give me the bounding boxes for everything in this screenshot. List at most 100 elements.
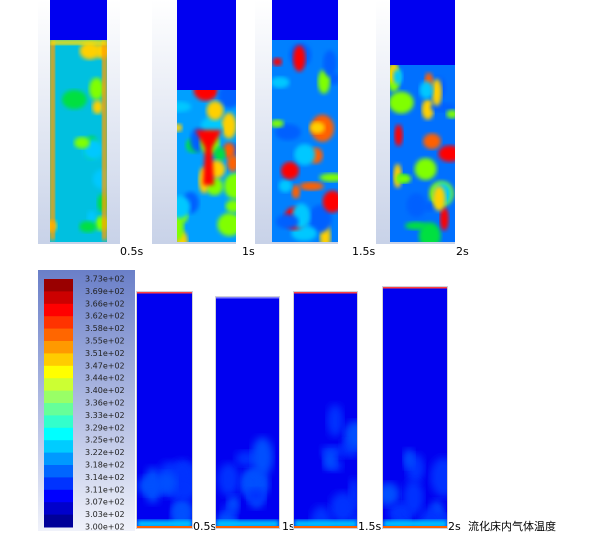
plume-blob bbox=[344, 421, 357, 449]
bottom-warm bbox=[294, 520, 357, 528]
bed-blob bbox=[223, 172, 236, 200]
bed-blob bbox=[221, 112, 236, 139]
colorbar-label: 3.14e+02 bbox=[85, 473, 125, 482]
colorbar-swatch bbox=[44, 415, 73, 429]
bed-blob bbox=[404, 221, 428, 230]
colorbar-label: 3.44e+02 bbox=[85, 374, 125, 383]
colorbar-swatch bbox=[44, 502, 73, 516]
bed-blob bbox=[61, 89, 87, 110]
wall-hot bbox=[50, 40, 55, 240]
colorbar-swatch bbox=[44, 477, 73, 491]
bottom-hot bbox=[383, 526, 447, 528]
bed-blob bbox=[414, 158, 437, 181]
bottom-hot bbox=[216, 526, 279, 528]
bed-blob bbox=[317, 69, 331, 94]
colorbar-label: 3.07e+02 bbox=[85, 498, 125, 507]
time-label: 0.5s bbox=[193, 520, 216, 533]
bed-blob bbox=[272, 119, 284, 128]
bed-blob bbox=[272, 57, 283, 66]
colorbar-swatch bbox=[44, 452, 73, 466]
panel-plume bbox=[294, 404, 357, 528]
plume-blob bbox=[348, 477, 357, 511]
colorbar-label: 3.55e+02 bbox=[85, 337, 125, 346]
colorbar-swatch bbox=[44, 291, 73, 305]
colorbar-label: 3.66e+02 bbox=[85, 299, 125, 308]
colorbar-label: 3.40e+02 bbox=[85, 386, 125, 395]
top-edge bbox=[137, 292, 192, 294]
time-label: 1s bbox=[242, 245, 255, 258]
time-label: 2s bbox=[448, 520, 461, 533]
colorbar-label: 3.62e+02 bbox=[85, 312, 125, 321]
panel-bed bbox=[390, 65, 455, 242]
bed-blob bbox=[438, 145, 455, 162]
bed-blob bbox=[322, 190, 338, 213]
colorbar-label: 3.22e+02 bbox=[85, 448, 125, 457]
bed-blob bbox=[293, 45, 306, 72]
bed-blob bbox=[217, 212, 236, 237]
colorbar-swatch bbox=[44, 514, 73, 528]
bed-blob bbox=[432, 185, 446, 212]
bed-blob bbox=[319, 173, 338, 182]
bed-blob bbox=[222, 142, 236, 159]
colorbar-swatch bbox=[44, 440, 73, 454]
top-hot bbox=[50, 40, 107, 45]
bed-blob bbox=[275, 123, 302, 141]
bed-blob bbox=[177, 195, 191, 219]
caption: 流化床内气体温度 bbox=[468, 519, 556, 533]
panel-gas bbox=[294, 292, 357, 528]
bed-blob bbox=[278, 179, 293, 193]
colorbar-label: 3.33e+02 bbox=[85, 411, 125, 420]
time-label: 2s bbox=[456, 245, 469, 258]
bed-blob bbox=[323, 50, 337, 77]
bed-blob bbox=[79, 221, 97, 233]
plume-blob bbox=[403, 479, 424, 516]
bed-blob bbox=[390, 91, 414, 114]
colorbar-swatch bbox=[44, 465, 73, 478]
colorbar-label: 3.69e+02 bbox=[85, 287, 125, 296]
time-label: 0.5s bbox=[120, 245, 143, 258]
bed-blob bbox=[74, 136, 90, 149]
colorbar-label: 3.11e+02 bbox=[85, 485, 125, 494]
plume-blob bbox=[217, 462, 240, 496]
colorbar-swatch bbox=[44, 427, 73, 441]
bed-blob bbox=[308, 204, 332, 233]
plume-blob bbox=[430, 457, 447, 497]
bed-blob bbox=[272, 76, 290, 89]
plume-blob bbox=[383, 482, 400, 507]
panel-plume bbox=[216, 437, 279, 528]
bed-blob bbox=[177, 123, 183, 132]
plume-blob bbox=[137, 475, 164, 496]
bed-blob bbox=[280, 161, 300, 180]
colorbar-label: 3.18e+02 bbox=[85, 461, 125, 470]
wall-hot bbox=[102, 40, 107, 240]
colorbar-label: 3.36e+02 bbox=[85, 399, 125, 408]
colorbar-swatch bbox=[44, 390, 73, 404]
bed-blob bbox=[227, 154, 236, 172]
colorbar-swatch bbox=[44, 341, 73, 354]
bed-blob bbox=[393, 69, 403, 85]
bed-blob bbox=[89, 77, 104, 100]
panel-plume bbox=[383, 448, 447, 528]
bed-blob bbox=[395, 174, 412, 184]
bed-blob bbox=[421, 99, 434, 120]
bottom-warm bbox=[216, 520, 279, 528]
plume-blob bbox=[322, 450, 337, 469]
colorbar-swatch bbox=[44, 353, 73, 367]
plume-blob bbox=[227, 494, 240, 513]
colorbar-swatch bbox=[44, 328, 73, 342]
bed-blob bbox=[431, 78, 442, 106]
bed-blob bbox=[309, 121, 325, 134]
colorbar-swatch bbox=[44, 303, 73, 317]
bed-blob bbox=[423, 202, 435, 212]
colorbar-label: 3.51e+02 bbox=[85, 349, 125, 358]
bed-blob bbox=[275, 214, 299, 229]
panel-plume bbox=[137, 459, 192, 528]
plume-blob bbox=[246, 488, 266, 504]
colorbar-label: 3.29e+02 bbox=[85, 423, 125, 432]
bottom-warm bbox=[137, 520, 192, 528]
colorbar-swatch bbox=[44, 279, 73, 292]
top-edge bbox=[216, 297, 279, 299]
colorbar-swatch bbox=[44, 365, 73, 379]
bed-blob bbox=[206, 101, 224, 121]
panel-bed bbox=[272, 40, 338, 242]
